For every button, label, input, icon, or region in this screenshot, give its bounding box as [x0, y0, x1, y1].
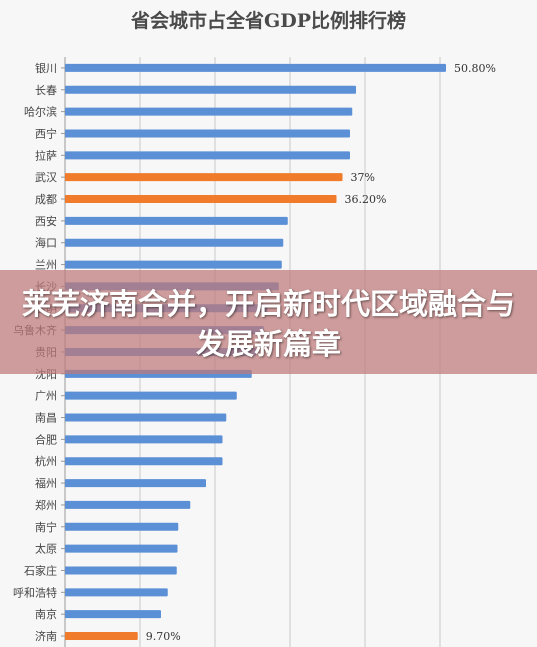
bar: [65, 413, 227, 422]
category-label: 杭州: [35, 454, 57, 468]
headline-text: 莱芜济南合并，开启新时代区域融合与发展新篇章: [21, 287, 515, 361]
data-label: 9.70%: [146, 630, 181, 643]
bar: [65, 238, 284, 247]
category-label: 西安: [35, 214, 57, 228]
category-label: 海口: [35, 236, 57, 250]
bar: [65, 544, 178, 553]
category-label: 合肥: [35, 432, 57, 446]
bar: [65, 588, 168, 597]
bar: [65, 610, 161, 619]
data-label: 50.80%: [454, 62, 496, 75]
category-label: 成都: [35, 193, 57, 206]
category-label: 哈尔滨: [24, 105, 57, 119]
bar: [65, 500, 191, 509]
bar: [65, 195, 337, 204]
category-label: 济南: [35, 629, 57, 643]
category-label: 郑州: [35, 498, 57, 512]
category-label: 广州: [35, 390, 57, 403]
data-label: 37%: [351, 171, 375, 184]
bar: [65, 435, 223, 444]
bar: [65, 129, 350, 138]
category-label: 武汉: [35, 171, 57, 184]
chart-title: 省会城市占全省GDP比例排行榜: [131, 10, 406, 32]
category-label: 西宁: [35, 126, 57, 140]
category-label: 银川: [35, 61, 57, 75]
bar: [65, 632, 138, 641]
headline-banner: 莱芜济南合并，开启新时代区域融合与发展新篇章: [0, 270, 537, 374]
category-label: 长春: [35, 84, 57, 97]
bar: [65, 107, 353, 116]
category-label: 南昌: [35, 412, 57, 425]
category-label: 福州: [35, 476, 57, 490]
category-label: 南宁: [35, 520, 57, 534]
bar: [65, 522, 179, 531]
bar: [65, 85, 356, 94]
bar: [65, 391, 237, 400]
bar: [65, 173, 343, 182]
bar: [65, 457, 223, 466]
category-label: 兰州: [35, 259, 57, 272]
category-label: 南京: [35, 607, 57, 621]
category-label: 呼和浩特: [13, 585, 57, 599]
bar: [65, 566, 177, 575]
category-label: 太原: [35, 543, 57, 556]
category-label: 拉萨: [35, 148, 57, 162]
bar: [65, 260, 282, 269]
bar: [65, 151, 350, 160]
category-label: 石家庄: [24, 563, 57, 577]
bar: [65, 63, 446, 72]
data-label: 36.20%: [345, 193, 387, 206]
bar: [65, 479, 206, 488]
bar: [65, 216, 288, 225]
